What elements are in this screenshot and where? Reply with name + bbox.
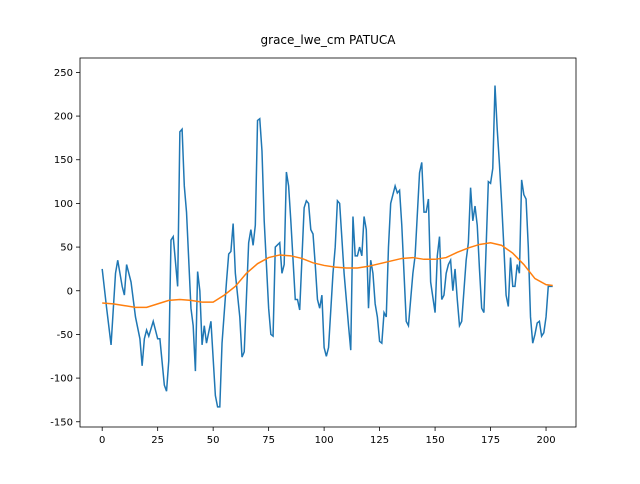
x-tick-label: 50: [207, 435, 220, 446]
y-tick-label: 250: [54, 68, 73, 79]
y-tick-label: 150: [54, 155, 73, 166]
y-tick-label: -150: [50, 417, 73, 428]
y-tick-label: -100: [50, 374, 73, 385]
x-tick-label: 75: [262, 435, 275, 446]
x-tick-label: 200: [536, 435, 555, 446]
data-line: [101, 85, 553, 408]
x-tick-label: 150: [426, 435, 445, 446]
x-tick-label: 0: [99, 435, 105, 446]
y-tick-label: -50: [57, 330, 73, 341]
x-tick-label: 100: [315, 435, 334, 446]
chart-title: grace_lwe_cm PATUCA: [261, 33, 397, 47]
x-tick-label: 175: [481, 435, 500, 446]
y-tick-label: 50: [60, 243, 73, 254]
axes-frame: [79, 57, 577, 428]
y-tick-label: 100: [54, 199, 73, 210]
y-tick-label: 0: [67, 286, 73, 297]
x-tick-label: 25: [151, 435, 164, 446]
y-tick-label: 200: [54, 112, 73, 123]
x-tick-label: 125: [370, 435, 389, 446]
data-line: [102, 241, 553, 309]
